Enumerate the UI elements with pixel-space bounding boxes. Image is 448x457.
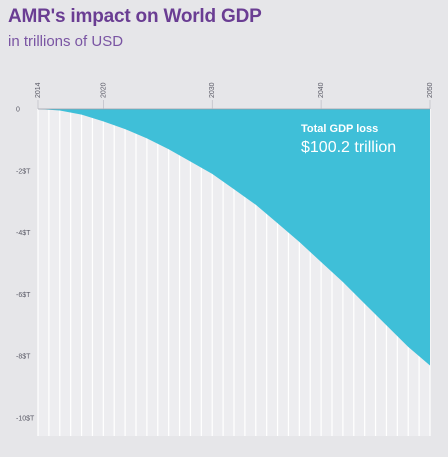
chart-subtitle: in trillions of USD bbox=[8, 33, 124, 50]
axes: 2014 2020 2030 2040 2050 0 -2$T -4$T -6$T -8$T -10… bbox=[16, 82, 434, 422]
x-tick-label: 2040 bbox=[318, 82, 325, 98]
y-tick-label: -6$T bbox=[16, 292, 31, 299]
gdp-loss-area bbox=[38, 109, 430, 366]
annotation-label: Total GDP loss bbox=[301, 123, 378, 135]
x-tick-label: 2014 bbox=[35, 82, 42, 98]
x-tick-label: 2050 bbox=[427, 82, 434, 98]
y-tick-label: 0 bbox=[16, 107, 20, 114]
x-tick-label: 2030 bbox=[209, 82, 216, 98]
y-tick-label: -10$T bbox=[16, 416, 35, 423]
y-tick-label: -4$T bbox=[16, 230, 31, 237]
y-tick-label: -8$T bbox=[16, 354, 31, 361]
annotation-value: $100.2 trillion bbox=[301, 139, 396, 156]
y-tick-label: -2$T bbox=[16, 168, 31, 175]
x-tick-label: 2020 bbox=[100, 82, 107, 98]
chart-title: AMR's impact on World GDP bbox=[8, 6, 262, 27]
